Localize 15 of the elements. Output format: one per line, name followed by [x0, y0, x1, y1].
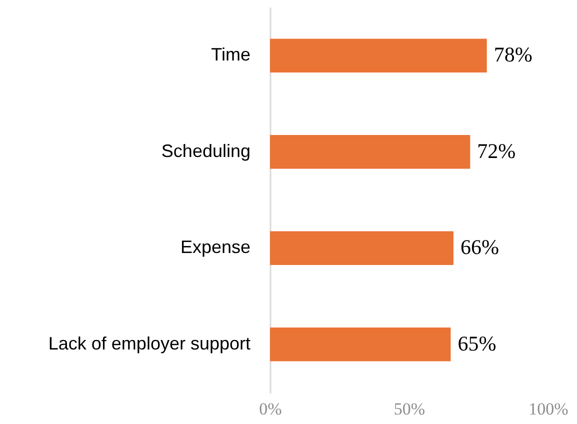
y-tick-label: Time	[211, 44, 250, 65]
y-tick-label: Lack of employer support	[48, 333, 250, 354]
data-label: 65%	[458, 331, 496, 356]
y-tick-label: Expense	[180, 237, 250, 258]
x-tick-label: 50%	[394, 400, 426, 418]
bar	[270, 328, 451, 362]
data-label: 72%	[477, 138, 516, 163]
y-tick-label: Scheduling	[161, 140, 250, 161]
data-label: 66%	[460, 235, 499, 260]
x-tick-label: 0%	[259, 400, 282, 418]
data-label: 78%	[494, 42, 532, 67]
bar	[270, 135, 470, 169]
bar	[270, 38, 487, 72]
bar	[270, 231, 454, 265]
x-tick-label: 100%	[528, 400, 568, 418]
